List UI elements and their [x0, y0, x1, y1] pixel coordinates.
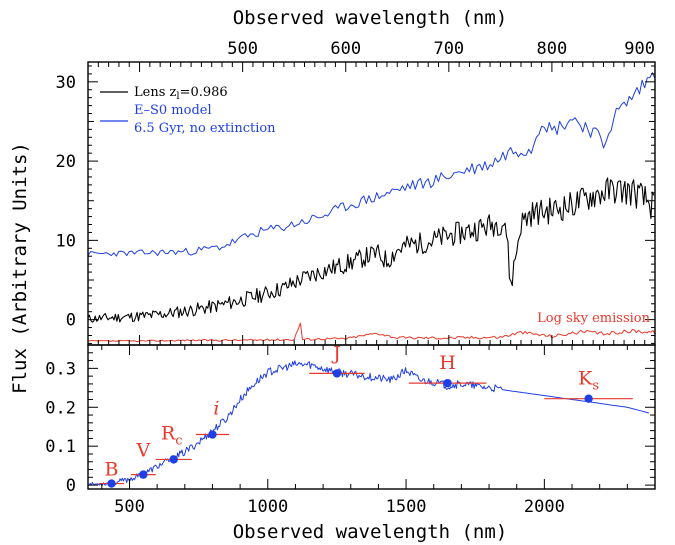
upper-y-tick-label: 0: [66, 311, 76, 331]
photometry-band-label: B: [105, 459, 119, 481]
lower-y-tick-label: 0: [66, 476, 76, 496]
top-x-tick-label: 600: [330, 39, 361, 59]
lower-y-tick-label: 0.2: [45, 398, 76, 418]
photometry-point: [332, 369, 342, 378]
sky-emission-annotation: Log sky emission: [537, 311, 650, 326]
photometry-band-label: H: [439, 352, 456, 374]
bottom-x-tick-label: 500: [114, 497, 145, 517]
lower-panel: BV Rc i J H Ks 500 1000 1500 2000 0 0.1 0.2 0.3: [45, 342, 656, 517]
lower-panel-frame: [87, 344, 656, 490]
photometry-band-label: Rc: [161, 422, 183, 448]
photometry-point: [107, 479, 116, 488]
bottom-x-tick-label: 1500: [386, 497, 427, 517]
top-x-tick-label: 900: [624, 39, 655, 59]
photometry-point: [443, 378, 452, 388]
photometry-point: [169, 455, 178, 464]
top-x-tick-label: 500: [227, 39, 258, 59]
lower-y-tick-label: 0.1: [45, 437, 76, 457]
photometry-band-label: i: [213, 398, 219, 420]
upper-panel: 500 600 700 800 900 0 10 20 30 Lens zl=0.986E–S0 …: [56, 39, 656, 346]
upper-y-tick-label: 10: [56, 231, 76, 251]
bottom-axis-title: Observed wavelength (nm): [233, 521, 508, 543]
bottom-x-tick-label: 1000: [247, 497, 288, 517]
model-spectrum-line: [87, 72, 656, 257]
y-axis-title: Flux (Arbitrary Units): [9, 142, 31, 394]
legend-model-label-line2: 6.5 Gyr, no extinction: [134, 121, 276, 136]
lower-y-tick-label: 0.3: [45, 359, 76, 379]
photometry-point: [584, 394, 593, 403]
photometry-band-label: V: [135, 440, 150, 462]
photometry-band-label: J: [331, 342, 341, 364]
top-axis-title: Observed wavelength (nm): [233, 7, 508, 29]
legend-model-label: E–S0 model: [134, 103, 212, 118]
photometry-point: [208, 430, 217, 439]
top-x-tick-label: 700: [433, 39, 464, 59]
upper-y-tick-label: 20: [56, 152, 76, 172]
bottom-x-tick-label: 2000: [524, 497, 565, 517]
sky-emission-line: [87, 322, 656, 343]
photometry-band-label: Ks: [578, 368, 599, 394]
upper-y-tick-label: 30: [56, 73, 76, 93]
photometry-point: [139, 470, 148, 479]
legend-lens-label: Lens zl=0.986: [134, 85, 228, 102]
top-x-tick-label: 800: [537, 39, 568, 59]
lens-spectrum-line: [87, 177, 655, 323]
